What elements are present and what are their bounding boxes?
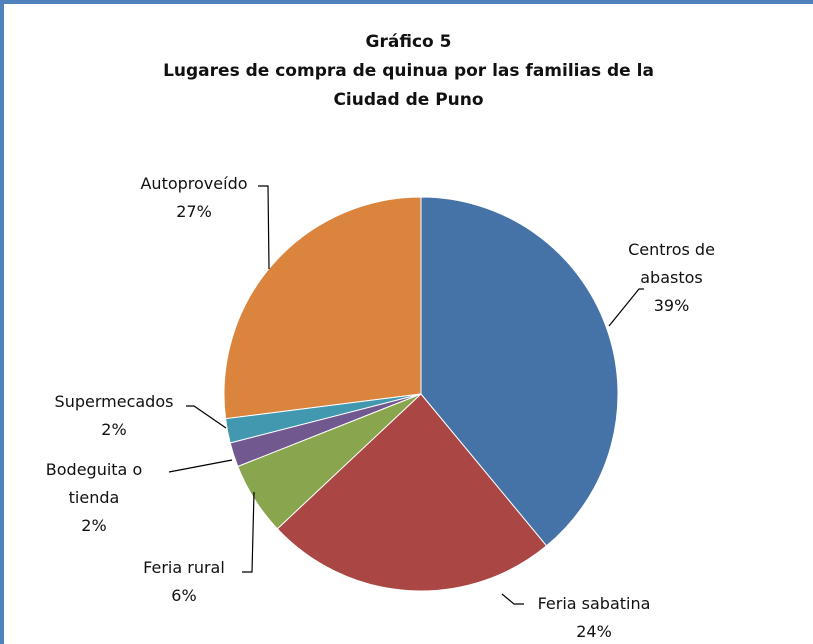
pie-area: [168, 185, 644, 605]
leader-line: [258, 185, 270, 270]
chart-title: Gráfico 5: [365, 32, 452, 52]
leader-line: [608, 288, 644, 327]
data-label: Supermecados 2%: [34, 388, 194, 444]
leader-line: [501, 593, 524, 605]
value-label: 2%: [81, 516, 107, 535]
data-label: Feria rural 6%: [124, 554, 244, 610]
leader-line: [186, 405, 227, 429]
value-label: 39%: [653, 296, 690, 315]
value-label: 2%: [101, 420, 127, 439]
pie-slice: [223, 196, 422, 420]
data-label: Centros de abastos 39%: [614, 236, 729, 320]
category-label: Feria rural: [143, 558, 225, 577]
category-label: Autoproveído: [140, 174, 248, 193]
pie-slice: [276, 393, 548, 592]
category-label: Feria sabatina: [537, 594, 651, 613]
data-label: Autoproveído 27%: [104, 170, 284, 226]
leader-lines: [168, 185, 644, 605]
leader-line: [168, 459, 233, 473]
value-label: 6%: [171, 586, 197, 605]
category-label: Centros de abastos: [628, 240, 715, 287]
pie-slice: [420, 196, 619, 547]
data-label: Bodeguita o tienda 2%: [24, 456, 164, 540]
value-label: 24%: [576, 622, 612, 641]
category-label: Bodeguita o tienda: [45, 460, 143, 507]
chart-title: Lugares de compra de quinua por las fami…: [163, 61, 654, 81]
category-label: Supermecados: [54, 392, 174, 411]
leader-line: [242, 491, 255, 573]
data-label: Feria sabatina 24%: [514, 590, 674, 644]
chart-title: Ciudad de Puno: [333, 90, 484, 110]
value-label: 27%: [176, 202, 212, 221]
